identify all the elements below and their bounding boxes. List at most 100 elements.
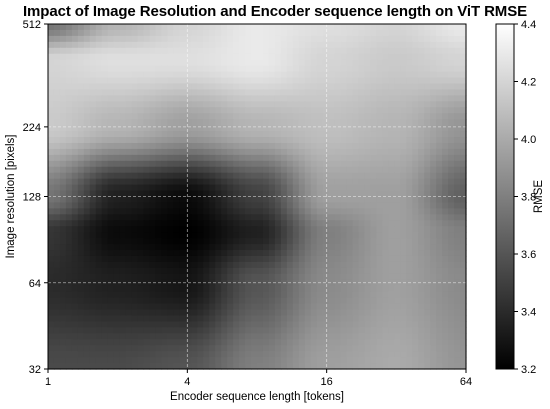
heatmap-cell: [292, 196, 300, 204]
heatmap-cell: [251, 35, 258, 43]
heatmap-cell: [364, 297, 372, 305]
heatmap-cell: [257, 53, 264, 61]
heatmap-cell: [436, 71, 443, 79]
heatmap-cell: [424, 119, 431, 126]
heatmap-cell: [233, 285, 240, 293]
heatmap-cell: [161, 190, 169, 198]
heatmap-cell: [65, 29, 73, 37]
heatmap-cell: [268, 119, 276, 126]
heatmap-cell: [83, 226, 91, 233]
heatmap-cell: [179, 190, 186, 198]
heatmap-cell: [185, 250, 192, 257]
heatmap-cell: [209, 220, 216, 227]
heatmap-cell: [280, 303, 288, 311]
heatmap-cell: [191, 208, 198, 215]
heatmap-cell: [59, 363, 67, 370]
heatmap-cell: [251, 184, 258, 192]
heatmap-cell: [382, 148, 389, 156]
heatmap-cell: [322, 285, 330, 293]
heatmap-cell: [101, 363, 109, 370]
heatmap-cell: [310, 327, 318, 334]
heatmap-cell: [65, 357, 73, 364]
heatmap-cell: [358, 119, 366, 126]
heatmap-cell: [352, 125, 360, 132]
heatmap-cell: [77, 202, 85, 209]
heatmap-cell: [83, 273, 91, 281]
heatmap-cell: [215, 41, 222, 49]
heatmap-cell: [334, 29, 342, 37]
heatmap-cell: [454, 297, 461, 305]
heatmap-cell: [352, 315, 360, 323]
heatmap-cell: [340, 148, 348, 156]
heatmap-cell: [101, 184, 109, 192]
heatmap-cell: [364, 154, 372, 162]
heatmap-cell: [262, 244, 270, 251]
heatmap-cell: [59, 29, 67, 37]
heatmap-cell: [113, 53, 121, 61]
heatmap-cell: [358, 202, 366, 209]
heatmap-cell: [310, 255, 318, 263]
heatmap-cell: [286, 303, 294, 311]
heatmap-cell: [131, 291, 139, 299]
heatmap-cell: [346, 142, 354, 150]
heatmap-cell: [280, 148, 288, 156]
heatmap-cell: [161, 339, 169, 346]
heatmap-cell: [352, 244, 360, 251]
heatmap-cell: [95, 53, 103, 61]
heatmap-cell: [233, 41, 240, 49]
heatmap-cell: [191, 65, 198, 73]
heatmap-cell: [173, 244, 180, 251]
heatmap-cell: [161, 220, 169, 227]
heatmap-cell: [197, 351, 204, 358]
heatmap-cell: [304, 160, 312, 168]
heatmap-cell: [83, 154, 91, 162]
heatmap-cell: [167, 83, 174, 91]
heatmap-cell: [298, 214, 306, 221]
heatmap-cell: [316, 89, 324, 96]
heatmap-cell: [221, 137, 228, 144]
heatmap-cell: [113, 184, 121, 192]
heatmap-cell: [286, 339, 294, 346]
heatmap-cell: [65, 77, 73, 85]
heatmap-cell: [430, 107, 437, 114]
heatmap-cell: [418, 339, 425, 346]
heatmap-cell: [203, 35, 210, 43]
heatmap-cell: [107, 297, 115, 305]
heatmap-cell: [65, 178, 73, 186]
heatmap-cell: [155, 29, 163, 37]
heatmap-cell: [460, 83, 467, 91]
heatmap-cell: [262, 202, 270, 209]
heatmap-cell: [167, 255, 174, 263]
heatmap-cell: [125, 315, 133, 323]
heatmap-cell: [448, 107, 455, 114]
heatmap-cell: [65, 83, 73, 91]
heatmap-cell: [215, 303, 222, 311]
heatmap-cell: [412, 339, 419, 346]
heatmap-cell: [179, 83, 186, 91]
heatmap-cell: [286, 65, 294, 73]
heatmap-cell: [53, 273, 61, 281]
heatmap-cell: [185, 351, 192, 358]
heatmap-cell: [161, 267, 169, 275]
heatmap-cell: [161, 172, 169, 180]
heatmap-cell: [280, 47, 288, 55]
heatmap-cell: [262, 95, 270, 102]
heatmap-cell: [364, 232, 372, 239]
heatmap-cell: [71, 202, 79, 209]
heatmap-cell: [65, 166, 73, 174]
heatmap-cell: [424, 214, 431, 221]
heatmap-cell: [89, 214, 97, 221]
heatmap-cell: [113, 363, 121, 370]
heatmap-cell: [460, 327, 467, 334]
heatmap-cell: [382, 95, 389, 102]
heatmap-cell: [400, 327, 407, 334]
heatmap-cell: [161, 24, 169, 31]
heatmap-cell: [364, 279, 372, 287]
heatmap-cell: [430, 196, 437, 204]
heatmap-cell: [400, 148, 407, 156]
heatmap-cell: [101, 77, 109, 85]
heatmap-cell: [89, 137, 97, 144]
heatmap-cell: [131, 261, 139, 269]
heatmap-cell: [286, 119, 294, 126]
heatmap-cell: [442, 107, 449, 114]
